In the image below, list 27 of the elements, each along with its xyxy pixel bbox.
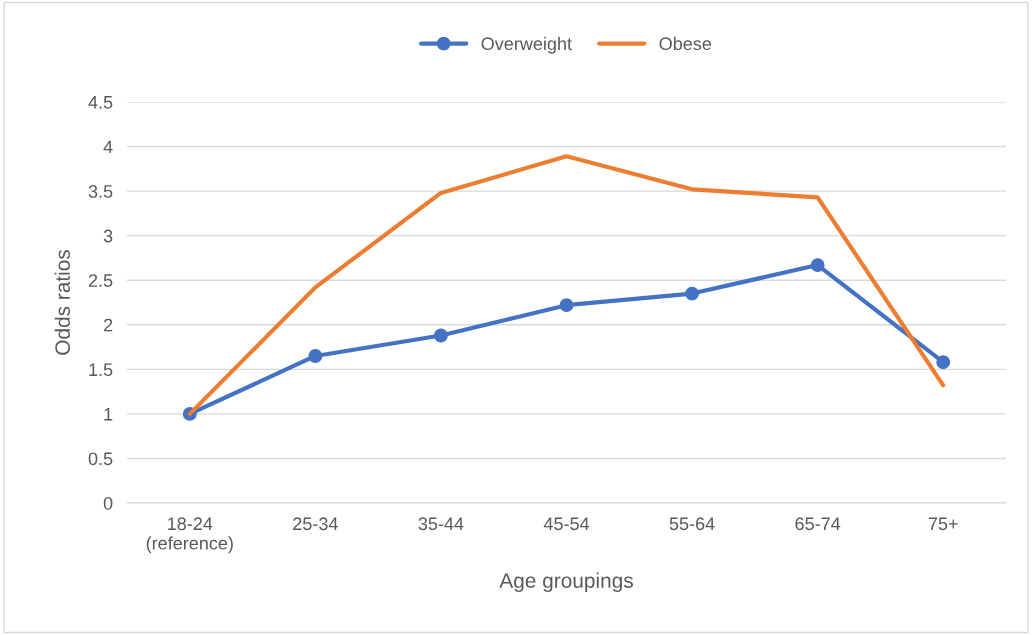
point bbox=[559, 298, 574, 313]
point bbox=[685, 286, 700, 301]
y-axis-title: Odds ratios bbox=[54, 249, 71, 355]
legend-label: Overweight bbox=[481, 36, 572, 54]
y-tick-label: 1.5 bbox=[89, 363, 113, 377]
y-tick-label: 3 bbox=[103, 229, 113, 243]
y-tick-label: 4 bbox=[103, 140, 113, 154]
x-axis-title: Age groupings bbox=[499, 572, 633, 593]
y-tick-label: 0 bbox=[103, 496, 113, 510]
y-tick-label: 3.5 bbox=[88, 185, 113, 198]
point bbox=[433, 328, 448, 343]
point bbox=[308, 349, 323, 363]
x-tick-label: 25-34 bbox=[293, 517, 338, 531]
x-tick-label: 35-44 bbox=[418, 517, 464, 531]
point bbox=[936, 355, 951, 370]
x-tick-label: 65-74 bbox=[795, 517, 841, 531]
y-tick-label: 2.5 bbox=[88, 274, 113, 287]
y-tick-label: 4.5 bbox=[88, 96, 113, 109]
x-tick-label: 55-64 bbox=[669, 517, 715, 531]
y-tick-label: 0.5 bbox=[88, 452, 113, 466]
x-tick-label: 18-24 (reference) bbox=[146, 517, 233, 554]
y-tick-label: 2 bbox=[103, 318, 113, 332]
legend-label: Obese bbox=[659, 36, 712, 51]
point bbox=[810, 258, 825, 273]
x-tick-label: 75+ bbox=[928, 517, 958, 531]
y-tick-label: 1 bbox=[104, 408, 113, 421]
x-tick-label: 45-54 bbox=[543, 517, 590, 531]
